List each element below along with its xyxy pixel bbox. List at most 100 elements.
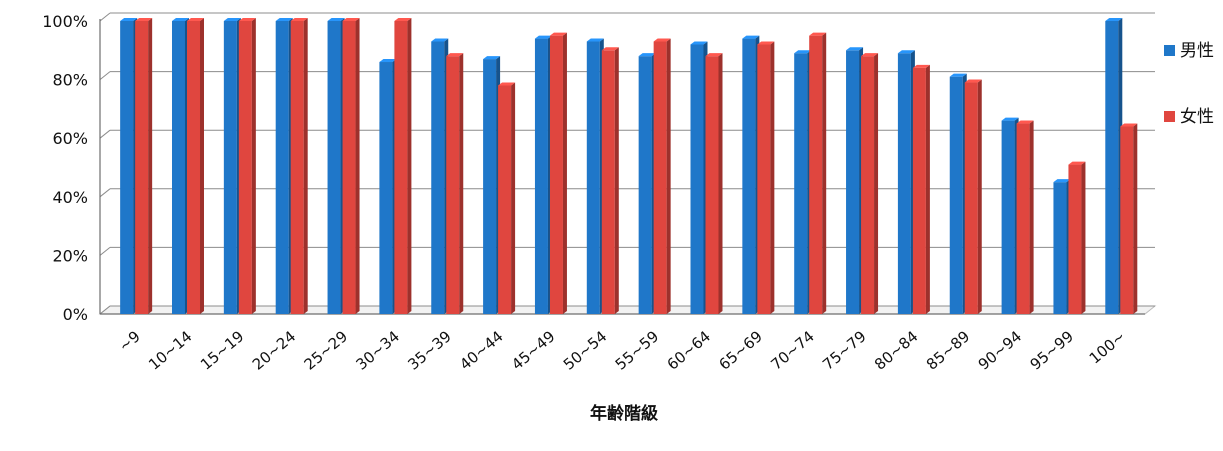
bar-front (120, 21, 134, 314)
bar-side (148, 18, 153, 314)
bar-female (1016, 120, 1034, 314)
bar-top (483, 56, 501, 60)
bar-top (964, 79, 982, 83)
bar-female (186, 18, 204, 314)
bar-top (846, 47, 864, 51)
y-tick-label: 80% (52, 71, 88, 90)
bar-top (549, 32, 567, 36)
bar-side (925, 64, 930, 314)
bar-front (171, 21, 185, 314)
bar-male (949, 73, 967, 314)
bar-top (238, 18, 256, 21)
bar-front (431, 41, 445, 314)
y-tick-labels: 0% 20% 40% 60% 80% 100% (42, 12, 88, 324)
y-tick-label: 40% (52, 188, 88, 207)
bar-side (562, 32, 567, 315)
bar-top (394, 18, 412, 21)
bar-top (601, 47, 619, 51)
bar-front (638, 56, 652, 314)
bar-front (342, 21, 356, 314)
bar-front (1053, 182, 1067, 314)
x-tick-label: 30~34 (353, 327, 403, 373)
bar-male (534, 35, 552, 314)
bar-top (1016, 120, 1034, 124)
bar-female (446, 53, 464, 314)
x-tick-label: 50~54 (560, 327, 610, 373)
bar-top (1120, 123, 1138, 127)
bar-top (135, 18, 153, 21)
bar-female (394, 18, 412, 314)
bar-front (861, 56, 875, 314)
chart-floor (98, 305, 1157, 315)
bar-top (809, 32, 827, 36)
gridline-depth (99, 188, 111, 198)
bar-female (1068, 161, 1086, 314)
legend-label-male: 男性 (1180, 41, 1214, 61)
y-tick-label: 60% (52, 129, 88, 148)
bar-female (809, 32, 827, 315)
bar-female (342, 18, 360, 314)
bar-male (171, 18, 189, 314)
x-tick-label: 100~ (1086, 327, 1129, 367)
bar-male (897, 50, 915, 314)
bar-male (1001, 117, 1019, 315)
bar-top (861, 53, 879, 57)
x-tick-labels: ~9 10~14 15~19 20~24 25~29 30~34 35~39 40~44 45~… (115, 327, 1129, 373)
x-tick-label: 65~69 (715, 327, 765, 373)
bar-side (874, 53, 879, 314)
bar-front (586, 41, 600, 314)
bar-female (498, 82, 516, 315)
bar-front (690, 44, 704, 314)
bar-top (431, 38, 449, 42)
y-tick-label: 0% (63, 305, 88, 324)
bar-front (846, 50, 860, 315)
x-tick-label: 25~29 (301, 327, 351, 373)
bar-female (1120, 123, 1138, 314)
bar-male (223, 18, 241, 314)
bar-top (342, 18, 360, 21)
bar-front (534, 38, 548, 314)
bar-side (407, 18, 412, 314)
bar-top (586, 38, 604, 42)
bar-top (653, 38, 671, 42)
bar-front (327, 21, 341, 314)
bar-front (705, 56, 719, 314)
bar-side (614, 47, 619, 315)
bar-male (742, 35, 760, 314)
bar-front (1016, 123, 1030, 314)
gridlines (98, 12, 1157, 315)
bar-top (275, 18, 293, 21)
x-tick-label: 75~79 (819, 327, 869, 373)
x-tick-label: 70~74 (767, 327, 817, 373)
x-tick-label: 10~14 (145, 327, 195, 373)
legend-label-female: 女性 (1180, 107, 1214, 127)
bar-front (1105, 21, 1119, 314)
bar-top (290, 18, 308, 21)
bar-front (135, 21, 149, 314)
bar-front (949, 76, 963, 314)
x-tick-label: 85~89 (923, 327, 973, 373)
bar-top (446, 53, 464, 57)
bar-male (1053, 179, 1071, 314)
bar-male (379, 59, 397, 314)
bar-front (1001, 120, 1015, 315)
bar-top (705, 53, 723, 57)
bar-top (186, 18, 204, 21)
x-tick-label: 20~24 (249, 327, 299, 373)
bar-male (327, 18, 345, 314)
bar-front (912, 67, 926, 314)
bar-top (794, 50, 812, 54)
x-tick-label: 60~64 (664, 327, 714, 373)
bar-male (586, 38, 604, 314)
x-tick-label: 80~84 (871, 327, 921, 373)
bar-top (498, 82, 516, 86)
gridline-depth (99, 129, 111, 139)
bar-front (379, 62, 393, 314)
bar-top (742, 35, 760, 39)
bar-front (498, 85, 512, 315)
bar-top (1001, 117, 1019, 121)
bar-female (705, 53, 723, 314)
bar-side (511, 82, 516, 315)
x-tick-label: 90~94 (975, 327, 1025, 373)
